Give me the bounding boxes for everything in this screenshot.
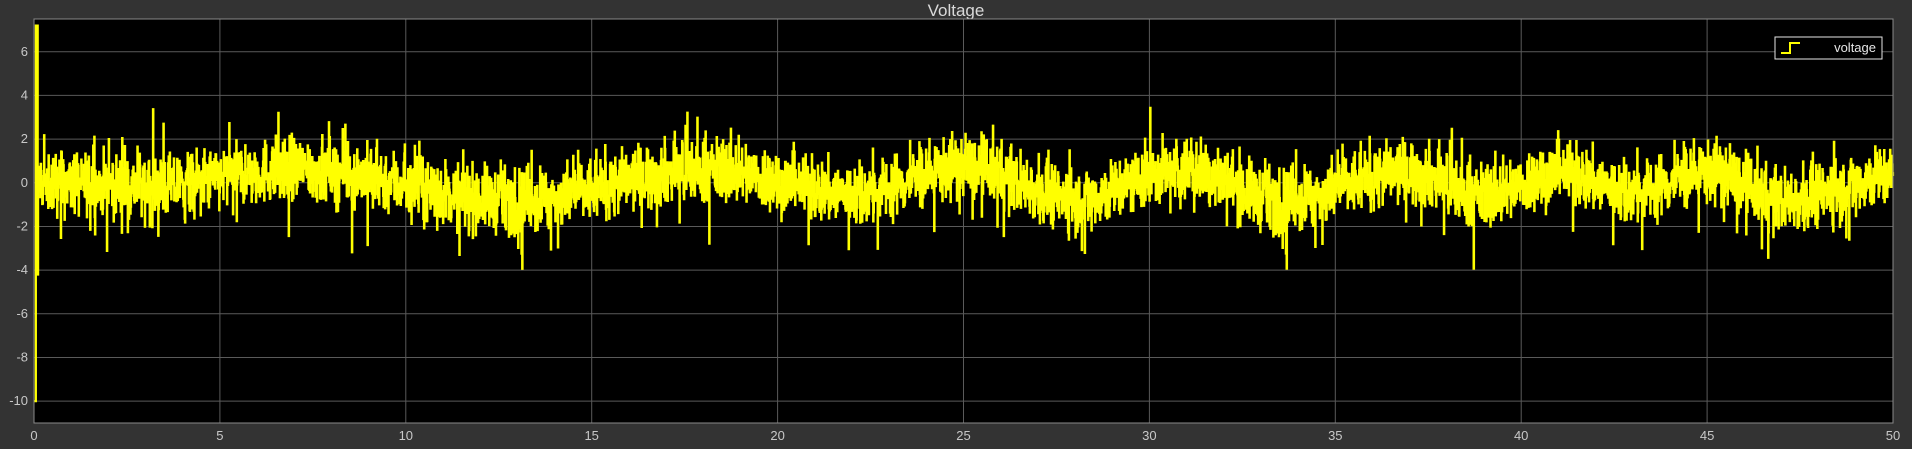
x-tick-label: 0 [30,428,37,443]
x-tick-label: 30 [1142,428,1156,443]
legend[interactable]: voltage [1774,36,1883,60]
chart-title: Voltage [927,1,985,20]
y-tick-label: -10 [9,393,28,408]
y-tick-label: -2 [16,218,28,233]
y-tick-label: 2 [21,131,28,146]
plot-frame [33,18,1894,424]
y-tick-label: 4 [21,87,28,102]
x-tick-label: 35 [1328,428,1342,443]
x-tick-label: 10 [399,428,413,443]
x-tick-label: 20 [770,428,784,443]
x-tick-label: 40 [1514,428,1528,443]
y-tick-label: -4 [16,262,28,277]
y-tick-labels: -10 -8 -6 -4 -2 0 2 4 6 [9,44,28,408]
x-tick-label: 50 [1886,428,1900,443]
x-tick-labels: 0 5 10 15 20 25 30 35 40 45 50 [30,428,1900,443]
series-line-voltage [34,24,1895,403]
x-tick-label: 45 [1700,428,1714,443]
y-tick-label: 6 [21,44,28,59]
x-tick-label: 5 [216,428,223,443]
x-tick-label: 15 [584,428,598,443]
y-tick-label: -6 [16,306,28,321]
legend-box [1774,36,1883,60]
legend-entry-voltage: voltage [1834,40,1876,55]
legend-swatch-voltage [1781,42,1800,54]
y-tick-label: 0 [21,175,28,190]
x-tick-label: 25 [956,428,970,443]
y-tick-label: -8 [16,349,28,364]
data-layer [34,24,1895,403]
